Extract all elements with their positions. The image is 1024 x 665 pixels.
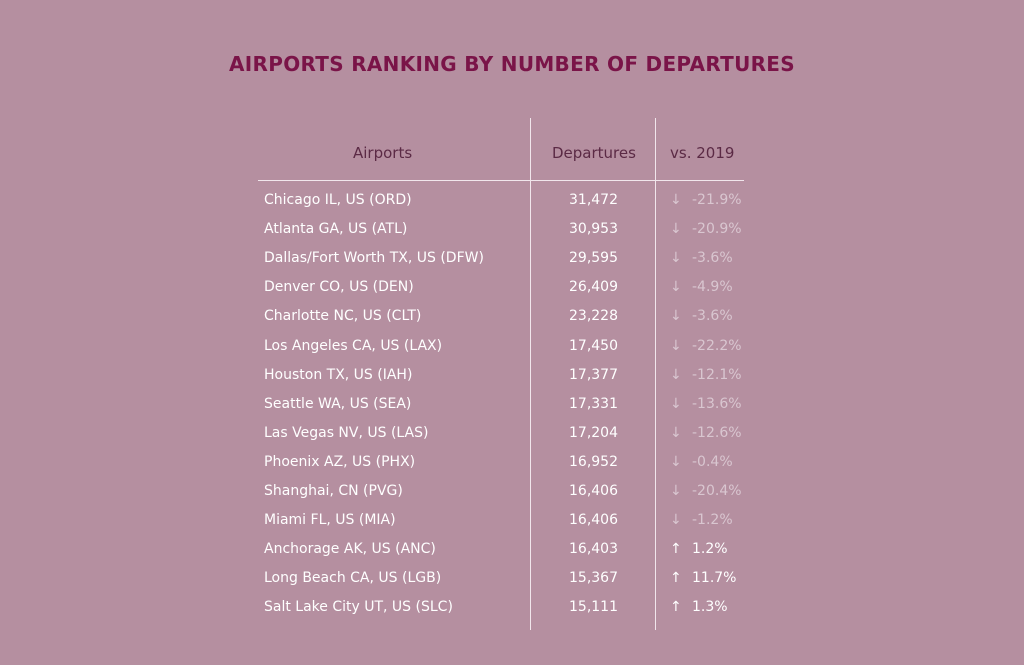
arrow-down-icon: ↓: [670, 453, 682, 470]
table-row: Phoenix AZ, US (PHX) 16,952 ↓ -0.4%: [0, 448, 1024, 477]
departures-value: 16,403: [569, 541, 618, 558]
arrow-down-icon: ↓: [670, 279, 682, 296]
change-percent: -22.2%: [692, 337, 742, 354]
table-row: Chicago IL, US (ORD) 31,472 ↓ -21.9%: [0, 186, 1024, 215]
chart-title: AIRPORTS RANKING BY NUMBER OF DEPARTURES: [229, 52, 795, 76]
table-row: Charlotte NC, US (CLT) 23,228 ↓ -3.6%: [0, 302, 1024, 331]
table-row: Las Vegas NV, US (LAS) 17,204 ↓ -12.6%: [0, 419, 1024, 448]
change-percent: -3.6%: [692, 250, 733, 267]
change-value: ↓ -0.4%: [670, 448, 790, 477]
airport-name: Los Angeles CA, US (LAX): [264, 337, 443, 354]
airport-name: Las Vegas NV, US (LAS): [264, 424, 429, 441]
table-row: Houston TX, US (IAH) 17,377 ↓ -12.1%: [0, 361, 1024, 390]
change-value: ↑ 1.2%: [670, 535, 790, 564]
table-row: Shanghai, CN (PVG) 16,406 ↓ -20.4%: [0, 477, 1024, 506]
change-percent: -12.1%: [692, 366, 742, 383]
airport-name: Miami FL, US (MIA): [264, 512, 396, 529]
change-value: ↓ -3.6%: [670, 244, 790, 273]
column-header-departures: Departures: [552, 144, 636, 162]
arrow-down-icon: ↓: [670, 395, 682, 412]
table-row: Atlanta GA, US (ATL) 30,953 ↓ -20.9%: [0, 215, 1024, 244]
change-value: ↓ -20.9%: [670, 215, 790, 244]
change-percent: -0.4%: [692, 453, 733, 470]
change-value: ↓ -4.9%: [670, 273, 790, 302]
change-value: ↓ -20.4%: [670, 477, 790, 506]
arrow-down-icon: ↓: [670, 483, 682, 499]
change-value: ↓ -22.2%: [670, 332, 790, 361]
change-percent: -20.4%: [692, 483, 742, 499]
change-value: ↑ 1.3%: [670, 593, 790, 622]
departures-value: 17,450: [569, 337, 618, 354]
arrow-down-icon: ↓: [670, 512, 682, 529]
arrow-down-icon: ↓: [670, 424, 682, 441]
airport-name: Salt Lake City UT, US (SLC): [264, 599, 453, 616]
change-percent: -12.6%: [692, 424, 742, 441]
change-value: ↓ -13.6%: [670, 390, 790, 419]
change-percent: -1.2%: [692, 512, 733, 529]
table-row: Long Beach CA, US (LGB) 15,367 ↑ 11.7%: [0, 564, 1024, 593]
airport-name: Shanghai, CN (PVG): [264, 483, 403, 499]
change-percent: 11.7%: [692, 570, 737, 587]
airport-name: Seattle WA, US (SEA): [264, 395, 412, 412]
table-row: Miami FL, US (MIA) 16,406 ↓ -1.2%: [0, 506, 1024, 535]
departures-value: 16,406: [569, 483, 618, 499]
airport-name: Phoenix AZ, US (PHX): [264, 453, 416, 470]
airport-name: Chicago IL, US (ORD): [264, 192, 412, 208]
departures-value: 17,331: [569, 395, 618, 412]
arrow-down-icon: ↓: [670, 308, 682, 325]
column-divider-right: [655, 118, 656, 630]
column-header-vs-2019: vs. 2019: [670, 144, 735, 162]
departures-value: 16,952: [569, 453, 618, 470]
table-row: Salt Lake City UT, US (SLC) 15,111 ↑ 1.3%: [0, 593, 1024, 622]
change-value: ↓ -12.1%: [670, 361, 790, 390]
change-value: ↓ -3.6%: [670, 302, 790, 331]
airport-name: Atlanta GA, US (ATL): [264, 221, 408, 238]
airport-name: Charlotte NC, US (CLT): [264, 308, 422, 325]
arrow-up-icon: ↑: [670, 541, 682, 558]
arrow-up-icon: ↑: [670, 599, 682, 616]
departures-value: 23,228: [569, 308, 618, 325]
airport-name: Denver CO, US (DEN): [264, 279, 414, 296]
change-percent: -21.9%: [692, 192, 742, 208]
airport-name: Houston TX, US (IAH): [264, 366, 413, 383]
change-value: ↓ -21.9%: [670, 186, 790, 215]
departures-value: 15,367: [569, 570, 618, 587]
change-value: ↓ -12.6%: [670, 419, 790, 448]
arrow-down-icon: ↓: [670, 366, 682, 383]
departures-value: 31,472: [569, 192, 618, 208]
departures-value: 17,377: [569, 366, 618, 383]
departures-value: 17,204: [569, 424, 618, 441]
airport-name: Long Beach CA, US (LGB): [264, 570, 442, 587]
change-percent: -20.9%: [692, 221, 742, 238]
change-percent: -3.6%: [692, 308, 733, 325]
change-value: ↓ -1.2%: [670, 506, 790, 535]
table-row: Seattle WA, US (SEA) 17,331 ↓ -13.6%: [0, 390, 1024, 419]
change-percent: 1.3%: [692, 599, 728, 616]
arrow-down-icon: ↓: [670, 221, 682, 238]
arrow-down-icon: ↓: [670, 337, 682, 354]
arrow-down-icon: ↓: [670, 192, 682, 208]
change-percent: -13.6%: [692, 395, 742, 412]
table-row: Denver CO, US (DEN) 26,409 ↓ -4.9%: [0, 273, 1024, 302]
column-header-airports: Airports: [353, 144, 413, 162]
departures-value: 30,953: [569, 221, 618, 238]
header-divider: [258, 180, 744, 181]
table-row: Anchorage AK, US (ANC) 16,403 ↑ 1.2%: [0, 535, 1024, 564]
table-row: Dallas/Fort Worth TX, US (DFW) 29,595 ↓ -3.…: [0, 244, 1024, 273]
change-percent: -4.9%: [692, 279, 733, 296]
departures-value: 16,406: [569, 512, 618, 529]
airport-name: Anchorage AK, US (ANC): [264, 541, 436, 558]
departures-value: 29,595: [569, 250, 618, 267]
column-divider-left: [530, 118, 531, 630]
change-value: ↑ 11.7%: [670, 564, 790, 593]
arrow-down-icon: ↓: [670, 250, 682, 267]
change-percent: 1.2%: [692, 541, 728, 558]
arrow-up-icon: ↑: [670, 570, 682, 587]
table-row: Los Angeles CA, US (LAX) 17,450 ↓ -22.2%: [0, 332, 1024, 361]
departures-value: 26,409: [569, 279, 618, 296]
airport-name: Dallas/Fort Worth TX, US (DFW): [264, 250, 484, 267]
departures-value: 15,111: [569, 599, 618, 616]
